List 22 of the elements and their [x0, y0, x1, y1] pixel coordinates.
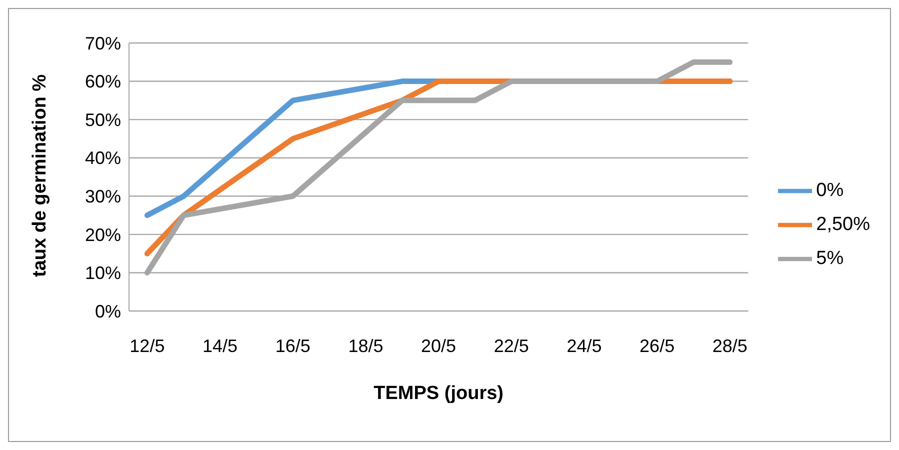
legend-label: 0%: [816, 180, 844, 201]
y-tick-label: 50%: [84, 110, 121, 130]
x-tick-label: 14/5: [202, 336, 238, 356]
x-tick-label: 20/5: [421, 336, 456, 356]
y-tick-label: 30%: [84, 186, 121, 207]
x-tick-label: 22/5: [494, 336, 529, 356]
x-tick-label: 12/5: [130, 336, 165, 356]
x-tick-label: 28/5: [712, 336, 748, 356]
y-tick-label: 10%: [84, 263, 121, 284]
y-axis-title: taux de germination %: [30, 74, 51, 277]
x-tick-label: 26/5: [640, 336, 675, 356]
legend-label: 5%: [816, 248, 844, 270]
y-tick-label: 20%: [84, 224, 121, 245]
y-tick-label: 40%: [84, 148, 121, 168]
x-axis-title: TEMPS (jours): [374, 383, 504, 404]
x-tick-label: 24/5: [566, 336, 602, 356]
y-tick-label: 0%: [94, 301, 121, 322]
legend-label: 2,50%: [816, 214, 870, 235]
y-tick-label: 70%: [84, 33, 121, 54]
y-tick-label: 60%: [84, 72, 121, 92]
x-tick-label: 16/5: [275, 336, 310, 356]
x-tick-label: 18/5: [348, 336, 384, 356]
